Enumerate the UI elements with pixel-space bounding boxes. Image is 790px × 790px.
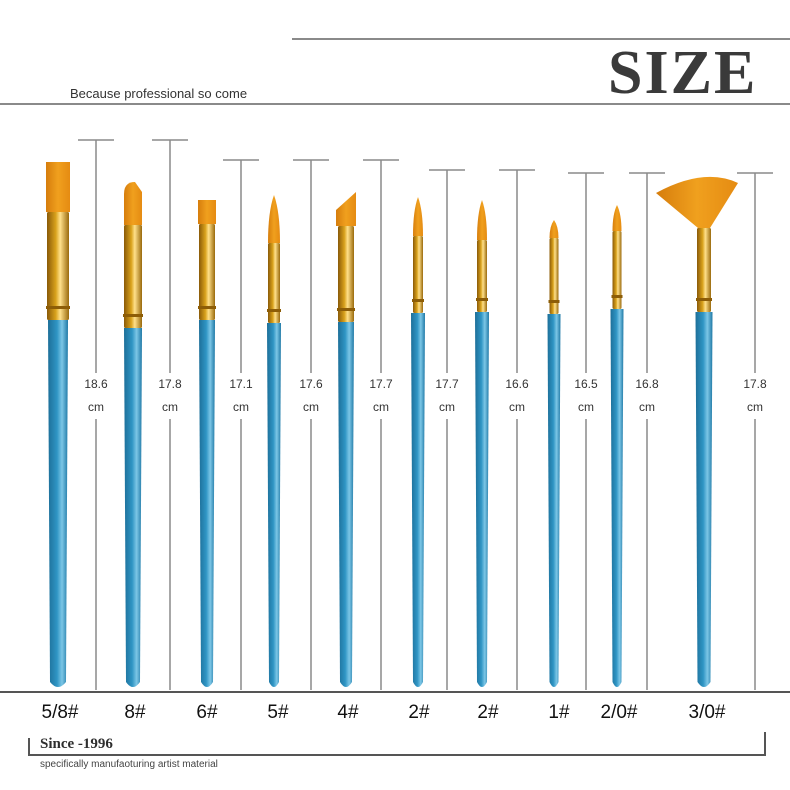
length-label: 17.8 cm — [735, 373, 775, 419]
brush-bristles — [477, 200, 487, 240]
footer-bracket-left — [28, 738, 30, 756]
brush-handle — [267, 323, 281, 687]
brush-bristles — [413, 197, 423, 236]
brush-bristles — [656, 176, 738, 228]
brush-ferrule-band — [123, 314, 143, 317]
brush-bristles — [549, 220, 559, 238]
brush-handle — [695, 312, 713, 687]
brush-ferrule — [697, 228, 711, 312]
brush-handle — [411, 313, 425, 687]
size-label: 8# — [124, 702, 146, 723]
length-label: 17.8 cm — [150, 373, 190, 419]
length-label: 16.6 cm — [497, 373, 537, 419]
size-label: 2# — [477, 702, 499, 723]
brush-ferrule-band — [337, 308, 355, 311]
brush-ferrule — [338, 226, 354, 322]
length-label: 17.1 cm — [221, 373, 261, 419]
brush-ferrule-band — [476, 298, 488, 301]
brush-handle — [124, 328, 142, 687]
tagline: Because professional so come — [70, 86, 248, 101]
size-label: 2# — [408, 702, 430, 723]
brush-handle — [547, 314, 561, 687]
footer-bracket-bottom — [28, 754, 766, 756]
since-text: Since -1996 — [40, 736, 113, 752]
brush-ferrule-band — [46, 306, 70, 309]
size-label: 2/0# — [600, 702, 638, 723]
brush-handle — [199, 320, 215, 687]
brush-ferrule-band — [696, 298, 712, 301]
size-label: 3/0# — [688, 702, 726, 723]
length-label: 17.6 cm — [291, 373, 331, 419]
brush-bristles — [198, 200, 216, 224]
length-label: 16.8 cm — [627, 373, 667, 419]
footer-text: specifically manufaoturing artist materi… — [40, 759, 218, 770]
size-label: 6# — [196, 702, 218, 723]
brush-ferrule-band — [611, 295, 623, 298]
brush-ferrule — [477, 240, 487, 312]
footer-bracket-right — [764, 732, 766, 756]
header-top-rule — [292, 38, 790, 40]
length-label: 16.5 cm — [566, 373, 606, 419]
baseline-rule — [0, 691, 790, 693]
brush-handle — [610, 309, 624, 687]
brush-ferrule — [47, 212, 69, 320]
brush-handle — [48, 320, 68, 687]
brush-ferrule — [549, 238, 559, 314]
brush-handle — [475, 312, 489, 687]
page-title: SIZE — [608, 39, 758, 107]
brush-handle — [338, 322, 354, 687]
brush-ferrule — [268, 243, 280, 323]
brush-bristles — [268, 195, 280, 243]
brush-ferrule — [612, 231, 622, 309]
header-bottom-rule — [0, 103, 790, 105]
brush-ferrule-band — [267, 309, 281, 312]
brush-bristles — [612, 205, 622, 231]
size-label: 5# — [267, 702, 289, 723]
brush-ferrule-band — [198, 306, 216, 309]
size-label: 1# — [548, 702, 570, 723]
brush-ferrule — [124, 225, 142, 328]
brush-bristles — [46, 162, 70, 212]
brush-ferrule — [199, 224, 215, 320]
size-label: 5/8# — [41, 702, 79, 723]
brush-ferrule — [413, 236, 423, 313]
brush-ferrule-band — [412, 299, 424, 302]
length-label: 18.6 cm — [76, 373, 116, 419]
brush-bristles — [124, 182, 142, 225]
length-label: 17.7 cm — [427, 373, 467, 419]
brush-ferrule-band — [548, 300, 560, 303]
brush-bristles — [336, 192, 356, 226]
size-label: 4# — [337, 702, 359, 723]
length-label: 17.7 cm — [361, 373, 401, 419]
